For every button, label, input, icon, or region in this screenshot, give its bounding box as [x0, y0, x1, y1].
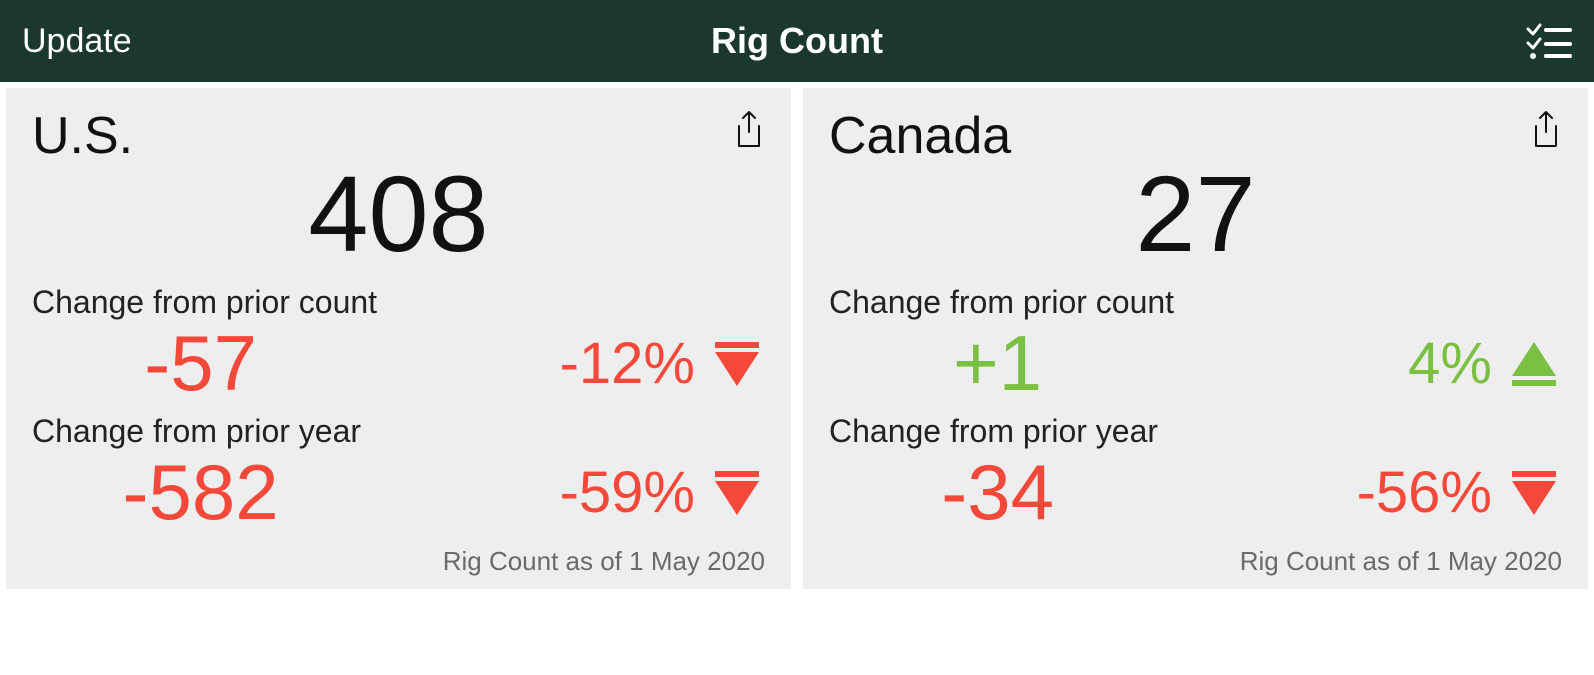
card-us: U.S. 408 Change from prior count -57 -12…	[6, 88, 791, 589]
card-title: Canada	[829, 106, 1011, 166]
prior-count-pct: 4%	[1166, 330, 1506, 397]
prior-count-label: Change from prior count	[829, 284, 1562, 321]
prior-count-row: +1 4%	[829, 321, 1562, 407]
down-arrow-icon	[715, 352, 759, 386]
prior-year-abs: -582	[32, 450, 369, 536]
prior-count-label: Change from prior count	[32, 284, 765, 321]
prior-year-label: Change from prior year	[829, 413, 1562, 450]
prior-year-row: -34 -56%	[829, 450, 1562, 536]
rig-count-value: 27	[829, 160, 1562, 268]
prior-count-abs: -57	[32, 321, 369, 407]
prior-year-abs: -34	[829, 450, 1166, 536]
share-icon[interactable]	[1530, 110, 1562, 150]
card-footer: Rig Count as of 1 May 2020	[32, 546, 765, 577]
cards-container: U.S. 408 Change from prior count -57 -12…	[0, 82, 1594, 595]
prior-year-arrow	[709, 471, 765, 515]
prior-count-abs: +1	[829, 321, 1166, 407]
app-header: Update Rig Count	[0, 0, 1594, 82]
checklist-button[interactable]	[1526, 22, 1572, 60]
prior-year-row: -582 -59%	[32, 450, 765, 536]
prior-year-pct: -59%	[369, 459, 709, 526]
prior-year-pct: -56%	[1166, 459, 1506, 526]
card-footer: Rig Count as of 1 May 2020	[829, 546, 1562, 577]
share-icon[interactable]	[733, 110, 765, 150]
prior-count-arrow	[709, 342, 765, 386]
up-arrow-icon	[1512, 342, 1556, 376]
prior-year-arrow	[1506, 471, 1562, 515]
down-arrow-icon	[1512, 481, 1556, 515]
prior-year-label: Change from prior year	[32, 413, 765, 450]
checklist-icon	[1526, 22, 1572, 60]
prior-count-pct: -12%	[369, 330, 709, 397]
prior-count-row: -57 -12%	[32, 321, 765, 407]
page-title: Rig Count	[711, 20, 883, 62]
card-canada: Canada 27 Change from prior count +1 4% …	[803, 88, 1588, 589]
update-button[interactable]: Update	[22, 22, 132, 61]
card-title: U.S.	[32, 106, 133, 166]
down-arrow-icon	[715, 481, 759, 515]
rig-count-value: 408	[32, 160, 765, 268]
prior-count-arrow	[1506, 342, 1562, 386]
